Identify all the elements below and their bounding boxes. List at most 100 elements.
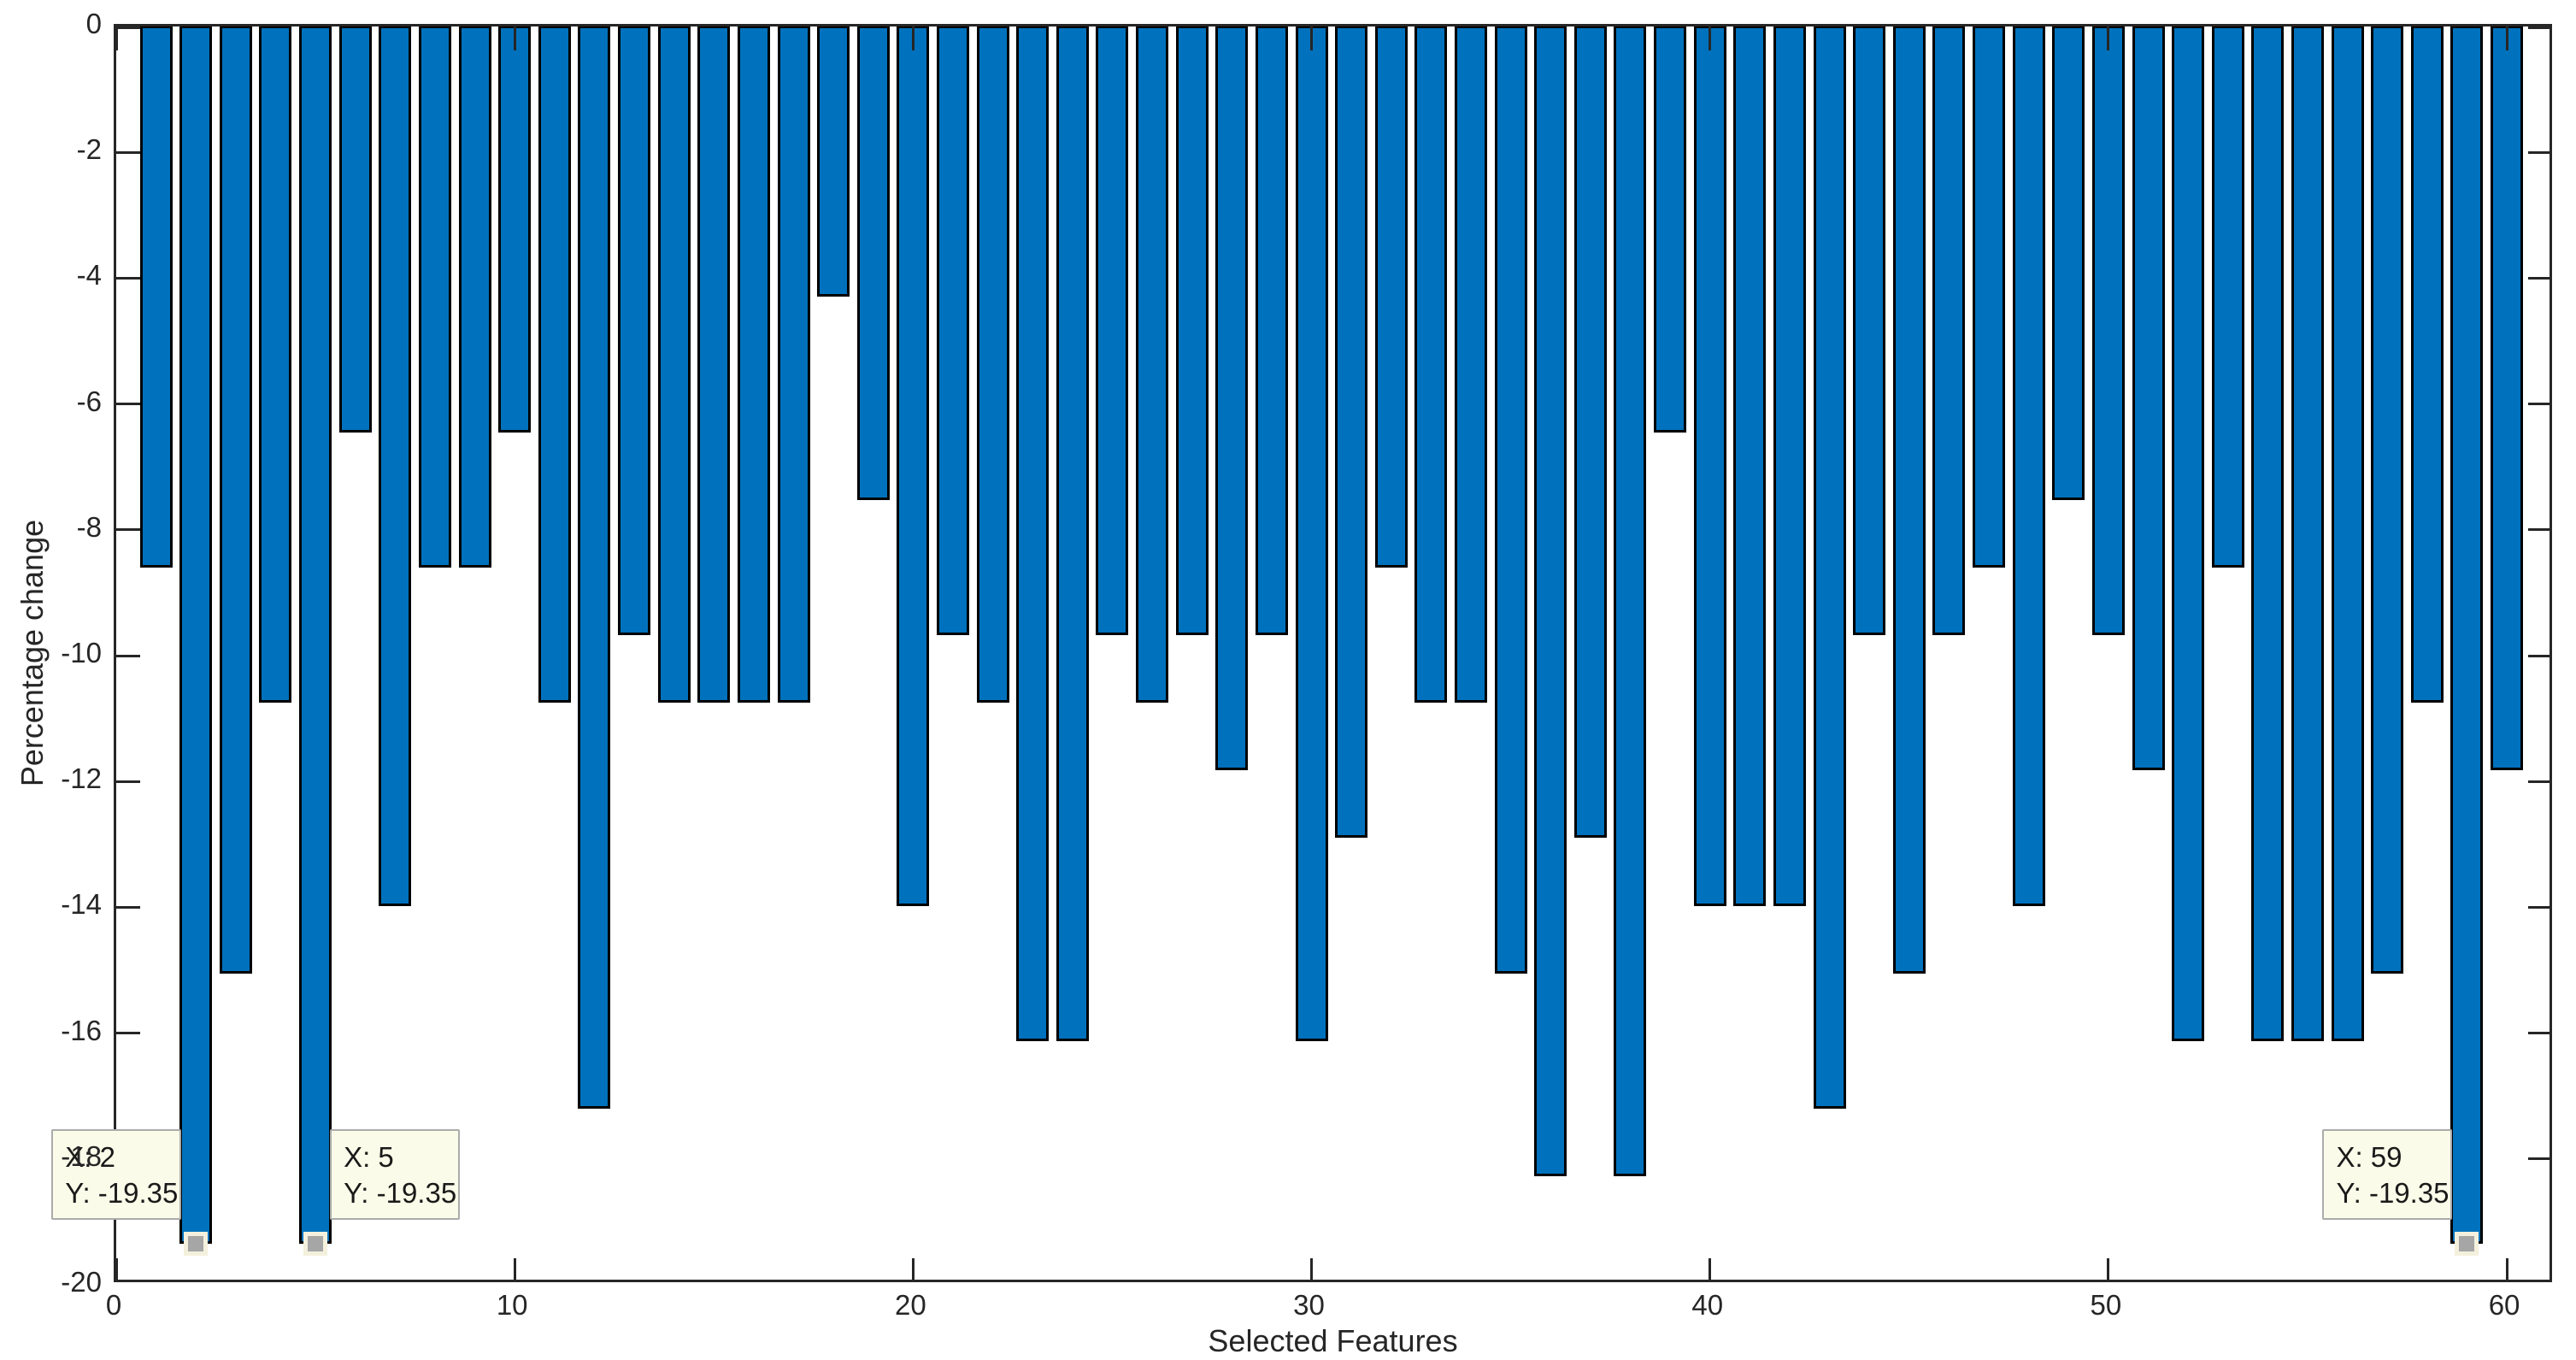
bar-feature-43[interactable] <box>1813 26 1846 1109</box>
y-tick-label: -20 <box>61 1266 102 1298</box>
bar-feature-59[interactable] <box>2450 26 2484 1245</box>
y-tick-mark-right <box>2528 1032 2552 1035</box>
datatip-y-value: Y: -19.35 <box>344 1177 457 1210</box>
x-tick-mark-top <box>115 26 118 50</box>
bar-feature-24[interactable] <box>1056 26 1089 1041</box>
datatip-marker-5[interactable] <box>303 1232 328 1257</box>
bar-feature-12[interactable] <box>578 26 611 1109</box>
bar-feature-52[interactable] <box>2172 26 2205 1041</box>
bar-feature-54[interactable] <box>2251 26 2285 1041</box>
bar-feature-23[interactable] <box>1016 26 1050 1041</box>
bar-feature-41[interactable] <box>1733 26 1767 906</box>
bar-feature-36[interactable] <box>1534 26 1567 1177</box>
x-tick-mark-bottom <box>911 1258 915 1282</box>
y-tick-mark-left <box>116 26 140 29</box>
bar-feature-55[interactable] <box>2291 26 2324 1041</box>
bar-feature-57[interactable] <box>2371 26 2404 974</box>
bar-feature-14[interactable] <box>657 26 691 704</box>
bar-feature-19[interactable] <box>856 26 890 500</box>
y-tick-label: -2 <box>76 133 102 166</box>
datatip-marker-2[interactable] <box>184 1232 209 1257</box>
bar-feature-44[interactable] <box>1853 26 1886 636</box>
bar-feature-38[interactable] <box>1614 26 1647 1177</box>
bar-feature-46[interactable] <box>1932 26 1966 636</box>
bar-feature-34[interactable] <box>1455 26 1487 704</box>
x-tick-label: 30 <box>1293 1289 1325 1321</box>
bar-feature-26[interactable] <box>1136 26 1169 704</box>
y-tick-label: -10 <box>61 637 102 668</box>
bar-feature-47[interactable] <box>1973 26 2006 568</box>
y-tick-mark-left <box>116 905 140 909</box>
bar-feature-39[interactable] <box>1654 26 1687 433</box>
bar-feature-16[interactable] <box>737 26 770 704</box>
bar-feature-17[interactable] <box>777 26 810 704</box>
bar-feature-13[interactable] <box>618 26 651 636</box>
bar-feature-25[interactable] <box>1096 26 1129 636</box>
bar-feature-8[interactable] <box>418 26 451 568</box>
datatip-box-5[interactable]: X: 5 Y: -19.35 <box>330 1129 461 1221</box>
bar-feature-51[interactable] <box>2132 26 2165 771</box>
bar-feature-20[interactable] <box>897 26 930 906</box>
bar-feature-5[interactable] <box>299 26 332 1245</box>
bar-feature-33[interactable] <box>1414 26 1448 704</box>
y-tick-mark-right <box>2528 1280 2552 1282</box>
x-tick-label: 50 <box>2090 1289 2122 1321</box>
bar-feature-37[interactable] <box>1573 26 1607 839</box>
bar-feature-49[interactable] <box>2052 26 2085 500</box>
x-tick-label: 60 <box>2488 1289 2520 1321</box>
bar-feature-15[interactable] <box>697 26 731 704</box>
y-tick-mark-right <box>2528 654 2552 657</box>
bar-feature-50[interactable] <box>2091 26 2125 636</box>
bar-feature-21[interactable] <box>936 26 969 636</box>
bar-feature-11[interactable] <box>538 26 571 704</box>
y-tick-mark-left <box>116 654 140 657</box>
datatip-marker-59[interactable] <box>2455 1232 2479 1257</box>
bar-feature-45[interactable] <box>1892 26 1926 974</box>
bar-feature-29[interactable] <box>1255 26 1288 636</box>
plot-area[interactable]: X: 2 Y: -19.35 X: 5 Y: -19.35 X: 59 Y: -19.35 <box>51 24 2552 1282</box>
bar-feature-48[interactable] <box>2012 26 2045 906</box>
bar-feature-2[interactable] <box>179 26 213 1245</box>
bar-feature-30[interactable] <box>1295 26 1328 1041</box>
datatip-x-value: X: 2 <box>65 1141 115 1174</box>
bar-feature-9[interactable] <box>458 26 491 568</box>
bar-feature-60[interactable] <box>2491 26 2524 771</box>
bar-feature-32[interactable] <box>1374 26 1408 568</box>
datatip-x-value: X: 59 <box>2336 1141 2403 1174</box>
bar-feature-56[interactable] <box>2331 26 2364 1041</box>
bar-feature-53[interactable] <box>2211 26 2244 568</box>
bar-feature-31[interactable] <box>1335 26 1368 839</box>
bar-feature-4[interactable] <box>259 26 292 704</box>
y-tick-label: -6 <box>76 385 102 417</box>
y-tick-mark-right <box>2528 150 2552 154</box>
bar-feature-22[interactable] <box>976 26 1009 704</box>
bar-feature-40[interactable] <box>1693 26 1726 906</box>
datatip-box-59[interactable]: X: 59 Y: -19.35 <box>2322 1129 2453 1221</box>
y-tick-mark-right <box>2528 26 2552 29</box>
y-tick-mark-left <box>116 276 140 280</box>
datatip-x-value: X: 5 <box>344 1141 394 1174</box>
x-tick-mark-bottom <box>115 1258 118 1282</box>
bar-feature-28[interactable] <box>1215 26 1249 771</box>
bar-feature-1[interactable] <box>139 26 173 568</box>
y-tick-mark-left <box>116 528 140 532</box>
y-tick-mark-left <box>116 403 140 406</box>
datatip-box-2[interactable]: X: 2 Y: -19.35 <box>51 1129 182 1221</box>
y-tick-mark-left <box>116 1280 140 1282</box>
y-tick-label: 0 <box>85 8 102 39</box>
bar-feature-10[interactable] <box>498 26 532 433</box>
bar-feature-35[interactable] <box>1494 26 1527 974</box>
bar-feature-6[interactable] <box>338 26 372 433</box>
bar-feature-3[interactable] <box>219 26 252 974</box>
bar-feature-58[interactable] <box>2410 26 2444 704</box>
x-tick-mark-bottom <box>513 1258 516 1282</box>
bar-feature-42[interactable] <box>1773 26 1806 906</box>
y-tick-mark-right <box>2528 905 2552 909</box>
x-tick-mark-bottom <box>1310 1258 1314 1282</box>
bar-feature-7[interactable] <box>379 26 412 906</box>
bar-feature-18[interactable] <box>817 26 850 297</box>
bar-feature-27[interactable] <box>1175 26 1209 636</box>
y-tick-mark-left <box>116 150 140 154</box>
x-tick-label: 0 <box>105 1289 122 1321</box>
